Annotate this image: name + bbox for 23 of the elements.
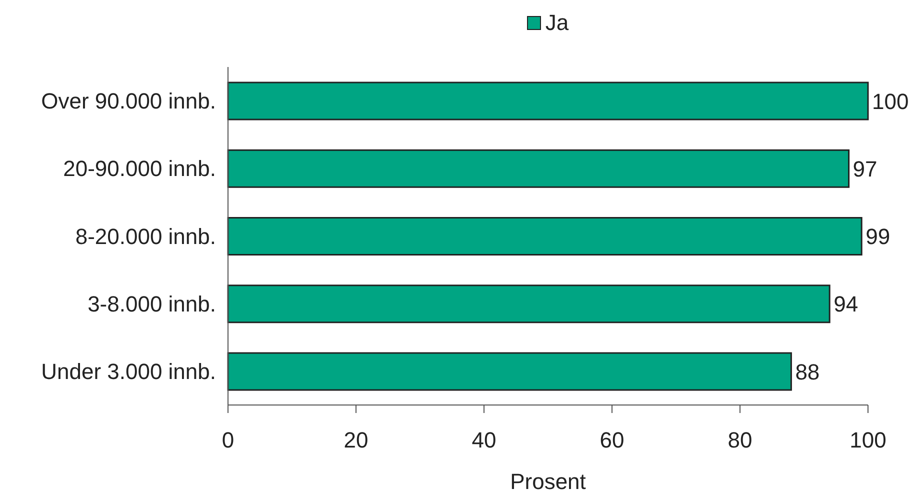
data-label: 99 <box>866 224 890 250</box>
y-tick-label: Over 90.000 innb. <box>41 88 216 114</box>
x-tick-label: 100 <box>850 428 886 453</box>
bar <box>227 352 792 391</box>
y-tick-label: 8-20.000 innb. <box>75 224 216 249</box>
y-tick-label: 20-90.000 innb. <box>63 156 216 182</box>
data-label: 94 <box>834 292 858 317</box>
x-tick-label: 80 <box>728 428 752 453</box>
data-label: 97 <box>852 156 878 182</box>
bar <box>227 217 862 256</box>
x-tick-label: 0 <box>222 428 234 453</box>
y-tick-label: Under 3.000 innb. <box>41 359 216 384</box>
bar <box>227 82 869 120</box>
data-label: 100 <box>872 88 909 114</box>
legend-label: Ja <box>545 10 569 36</box>
x-tick-label: 60 <box>600 428 624 453</box>
bar <box>227 149 850 188</box>
data-label: 88 <box>795 359 820 384</box>
x-tick-label: 20 <box>344 428 368 453</box>
x-axis-title: Prosent <box>510 469 586 494</box>
y-tick-label: 3-8.000 innb. <box>88 291 216 316</box>
bar <box>227 284 830 324</box>
x-tick-label: 40 <box>472 428 496 453</box>
